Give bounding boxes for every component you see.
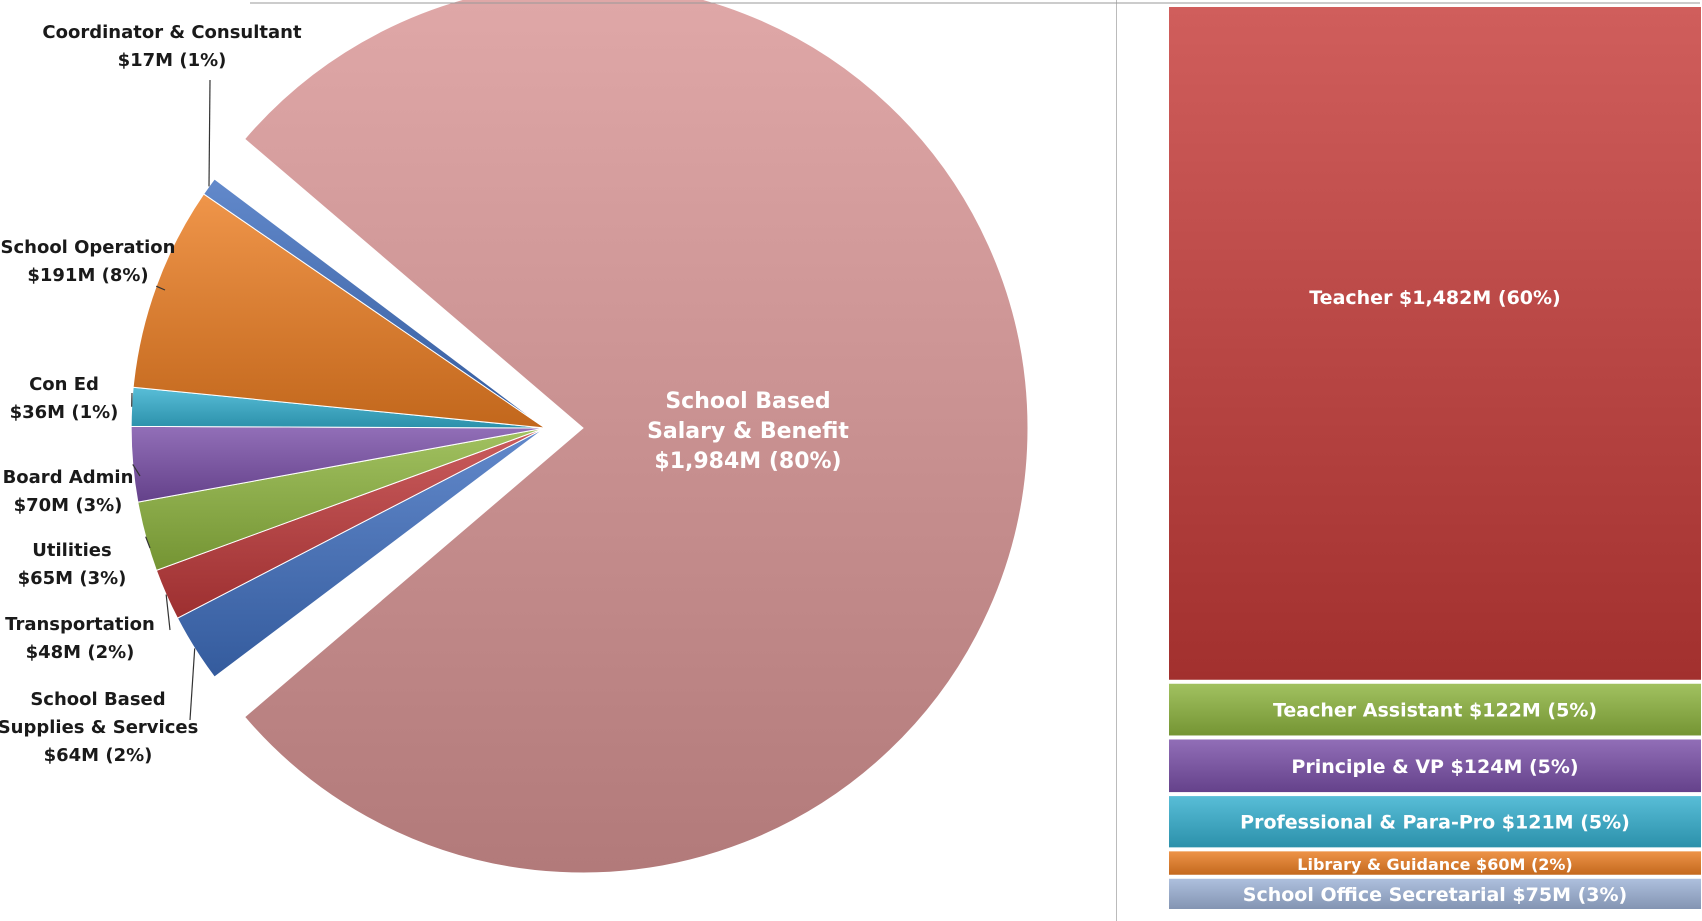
pie-labels: School Based Salary & Benefit $1,984M (80%… <box>0 22 849 766</box>
bar-segment-3 <box>1167 794 1702 850</box>
bar-label-4: Library & Guidance $60M (2%) <box>1297 855 1572 874</box>
pie-label-salary-benefit: School Based Salary & Benefit $1,984M (80%… <box>647 389 849 474</box>
pie-slice-6 <box>202 178 546 429</box>
bar-segment-4 <box>1167 849 1702 877</box>
leader-line-1 <box>165 594 171 631</box>
pie-label-4: Con Ed $36M (1%) <box>10 374 119 423</box>
bar-label-3: Professional & Para-Pro $121M (5%) <box>1240 812 1630 834</box>
leader-line-3 <box>132 464 141 477</box>
bar-label-2: Principle & VP $124M (5%) <box>1291 756 1578 778</box>
leader-line-2 <box>145 536 151 549</box>
pie-label-0: School Based Supplies & Services $64M (2%) <box>0 689 198 766</box>
chart-divider <box>1116 0 1117 921</box>
pie-label-5: School Operation $191M (8%) <box>1 237 176 286</box>
pie-label-3: Board Admin $70M (3%) <box>3 467 134 516</box>
bar-label-5: School Office Secretarial $75M (3%) <box>1243 884 1627 906</box>
bar-segment-5 <box>1167 876 1702 912</box>
pie-label-6: Coordinator & Consultant $17M (1%) <box>42 22 302 71</box>
bar-label-1: Teacher Assistant $122M (5%) <box>1273 700 1597 722</box>
bar-label-0: Teacher $1,482M (60%) <box>1309 287 1561 309</box>
bar-segment-0 <box>1167 5 1702 682</box>
leader-line-0 <box>189 648 196 721</box>
pie-chart <box>130 0 1029 874</box>
leader-line-5 <box>155 285 166 291</box>
bar-segment-2 <box>1167 737 1702 795</box>
pie-slice-salary-benefit <box>243 0 1029 874</box>
bar-segment-1 <box>1167 681 1702 738</box>
leader-line-6 <box>208 79 211 187</box>
stacked-bar: Teacher $1,482M (60%) Teacher Assistant $… <box>250 0 1702 921</box>
pie-label-2: Utilities $65M (3%) <box>18 540 127 589</box>
pie-label-1: Transportation $48M (2%) <box>5 614 155 663</box>
